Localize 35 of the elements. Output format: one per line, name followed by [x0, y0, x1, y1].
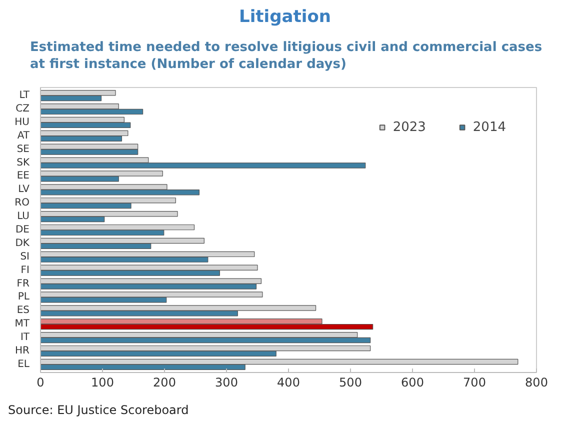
x-tick-label: 200 [153, 376, 176, 390]
y-tick-label: RO [14, 198, 30, 209]
y-tick-label: DK [15, 238, 30, 249]
y-tick-label: IT [20, 332, 30, 344]
chart-title: Litigation [239, 6, 331, 29]
x-tick-label: 0 [36, 376, 44, 390]
x-tick-label: 800 [525, 376, 548, 390]
y-tick-label: ES [16, 305, 30, 316]
y-tick-label: HR [15, 345, 30, 356]
x-tick-label: 700 [463, 376, 486, 390]
y-tick-label: EE [16, 170, 30, 182]
y-tick-label: HU [14, 116, 30, 128]
x-tick-label: 100 [91, 376, 114, 390]
y-tick-label: AT [17, 130, 30, 142]
legend-label: 2023 [392, 120, 426, 134]
y-tick-label: SK [16, 157, 30, 168]
y-tick-label: LU [17, 211, 30, 222]
x-tick-label: 600 [401, 376, 424, 390]
y-tick-label: SI [20, 251, 30, 262]
source-note: Source: EU Justice Scoreboard [8, 402, 189, 419]
y-tick-label: SE [16, 144, 30, 155]
x-tick-label: 400 [277, 376, 300, 390]
y-tick-label: FI [20, 264, 30, 276]
legend-label: 2014 [472, 120, 506, 134]
y-tick-label: PL [18, 292, 30, 303]
x-tick-label: 300 [215, 376, 238, 390]
x-tick-label: 500 [339, 376, 362, 390]
y-tick-label: MT [14, 318, 30, 330]
y-tick-label: CZ [16, 104, 30, 115]
y-tick-label: FR [16, 278, 30, 290]
y-tick-label: DE [15, 224, 30, 236]
y-tick-label: EL [18, 358, 30, 370]
chart-subtitle: Estimated time needed to resolve litigious civil and commercial cases at first instance (Number of calendar days) [30, 39, 544, 73]
y-tick-label: LT [19, 90, 30, 102]
y-tick-label: LV [18, 184, 30, 196]
